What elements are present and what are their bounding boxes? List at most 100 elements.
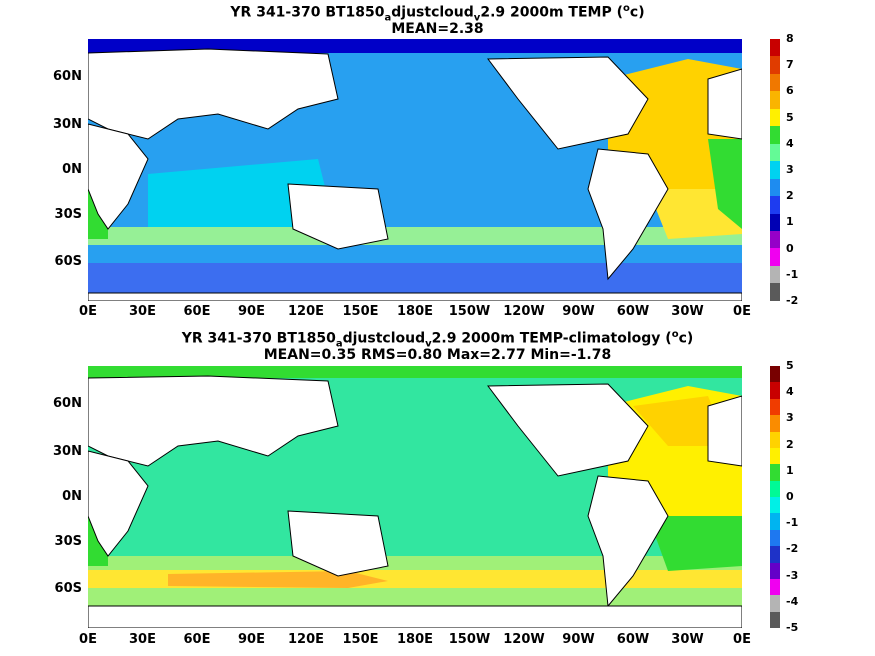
colorbar-swatch (770, 265, 780, 284)
colorbar-tick: 1 (786, 463, 794, 477)
colorbar-tick: 6 (786, 84, 794, 98)
lon-label: 120W (503, 632, 545, 647)
colorbar-swatch (770, 447, 780, 465)
colorbar-tick: 3 (786, 163, 794, 176)
colorbar-swatch (770, 562, 780, 579)
colorbar-swatch (770, 213, 780, 231)
lon-label: 30W (671, 304, 704, 319)
lat-label: 60S (54, 581, 82, 596)
colorbar-swatch (770, 108, 780, 127)
colorbar-swatch (770, 546, 780, 563)
colorbar-tick: -2 (786, 542, 799, 556)
colorbar-swatch (770, 366, 780, 383)
lat-label: 0N (62, 162, 82, 177)
colorbar-swatch (770, 143, 780, 162)
colorbar-swatch (770, 126, 780, 144)
panel1-antarctica (88, 292, 742, 301)
colorbar-swatch (770, 56, 780, 74)
colorbar-tick: 5 (786, 359, 794, 372)
lat-label: 60N (53, 396, 82, 411)
panel1-subtitle: MEAN=2.38 (391, 21, 484, 37)
lat-label: 60N (53, 69, 82, 84)
panel2-title: YR 341-370 BT1850adjustcloudv2.9 2000m T… (181, 329, 694, 350)
lon-label: 150W (448, 632, 491, 647)
colorbar-tick: -4 (786, 594, 799, 608)
lon-label: 30E (129, 304, 156, 319)
colorbar-tick: 2 (786, 437, 794, 451)
lat-label: 30S (54, 207, 82, 222)
lon-label: 90W (562, 304, 595, 319)
lon-label: 0E (733, 304, 751, 319)
colorbar-tick: 4 (786, 136, 794, 150)
colorbar-tick: 8 (786, 32, 794, 45)
lon-label: 30W (671, 632, 704, 647)
colorbar-swatch (770, 178, 780, 197)
colorbar-swatch (770, 248, 780, 266)
colorbar-tick: 0 (786, 241, 794, 255)
lon-label: 60E (183, 304, 211, 319)
lon-label: 120W (503, 304, 545, 319)
colorbar-swatch (770, 431, 780, 448)
panel1-south-america (587, 148, 669, 281)
colorbar-swatch (770, 91, 780, 109)
colorbar-tick: 7 (786, 58, 794, 72)
colorbar-swatch (770, 230, 780, 249)
colorbar-tick: -2 (786, 294, 799, 307)
colorbar-tick: 5 (786, 110, 794, 124)
panel1-eurasia (88, 48, 339, 140)
colorbar-swatch (770, 480, 780, 497)
colorbar-tick: 2 (786, 189, 794, 203)
colorbar-tick: -1 (786, 516, 799, 530)
lon-label: 120E (287, 632, 325, 647)
panel2-map (88, 366, 742, 628)
lon-label: 60E (183, 632, 211, 647)
panel1-title: YR 341-370 BT1850adjustcloudv2.9 2000m T… (230, 3, 645, 24)
lon-label: 150E (342, 304, 379, 319)
panel1-map (88, 39, 742, 301)
colorbar-tick: -3 (786, 568, 799, 582)
lon-label: 0E (733, 632, 751, 647)
panel1-australia (287, 183, 389, 250)
lon-label: 150W (448, 304, 491, 319)
colorbar-swatch (770, 39, 780, 57)
lon-label: 0E (79, 632, 97, 647)
lon-label: 150E (342, 632, 379, 647)
colorbar-tick: -1 (786, 267, 799, 281)
colorbar-swatch (770, 161, 780, 179)
lat-label: 0N (62, 489, 82, 504)
lon-label: 30E (129, 632, 156, 647)
panel2-subtitle: MEAN=0.35 RMS=0.80 Max=2.77 Min=-1.78 (263, 347, 612, 363)
colorbar-swatch (770, 196, 780, 214)
lat-label: 60S (54, 254, 82, 269)
panel2-colorbar (770, 366, 780, 628)
colorbar-swatch (770, 382, 780, 399)
lon-label: 90W (562, 632, 595, 647)
colorbar-tick: -5 (786, 621, 799, 634)
colorbar-swatch (770, 529, 780, 547)
colorbar-tick: 3 (786, 411, 794, 425)
panel1-africa-east (88, 123, 149, 230)
colorbar-swatch (770, 415, 780, 432)
lon-label: 60W (616, 632, 650, 647)
lon-label: 90E (238, 304, 265, 319)
colorbar-tick: 1 (786, 215, 794, 229)
colorbar-swatch (770, 464, 780, 481)
lat-label: 30N (53, 444, 82, 459)
lon-label: 120E (287, 304, 325, 319)
colorbar-tick: 4 (786, 385, 794, 399)
lat-label: 30N (53, 117, 82, 132)
colorbar-swatch (770, 497, 780, 514)
lon-label: 180E (396, 304, 434, 319)
colorbar-swatch (770, 398, 780, 416)
panel1-colorbar (770, 39, 780, 301)
colorbar-swatch (770, 73, 780, 92)
lon-label: 0E (79, 304, 97, 319)
colorbar-swatch (770, 513, 780, 530)
lon-label: 60W (616, 304, 650, 319)
lon-label: 180E (396, 632, 434, 647)
colorbar-tick: 0 (786, 490, 794, 503)
colorbar-swatch (770, 578, 780, 596)
lat-label: 30S (54, 534, 82, 549)
panel1-north-america (487, 56, 649, 150)
lon-label: 90E (238, 632, 265, 647)
